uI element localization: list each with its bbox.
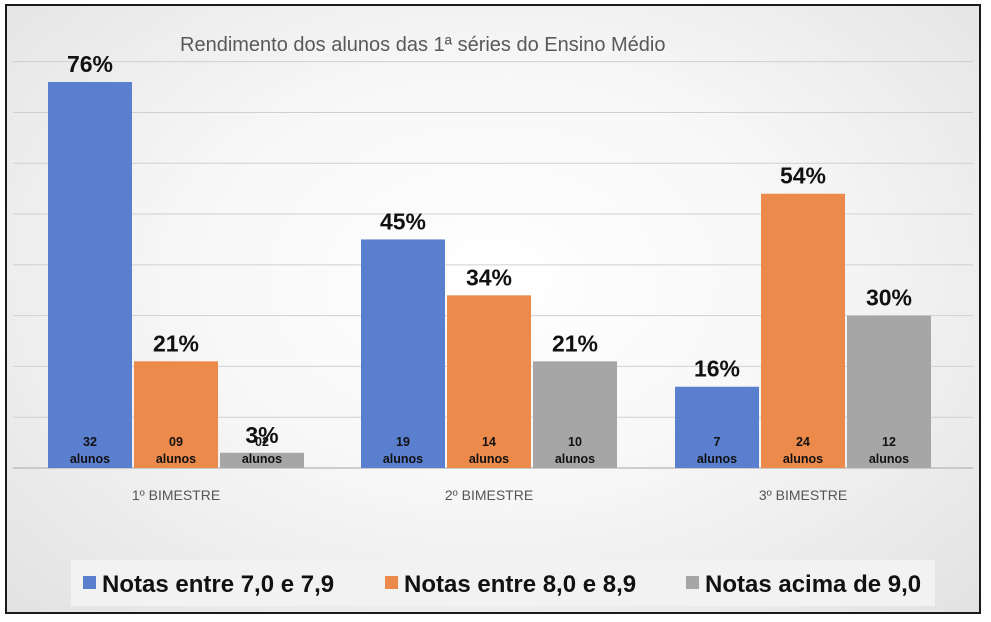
legend-entry: Notas acima de 9,0 bbox=[705, 571, 921, 598]
data-label: 34% bbox=[466, 264, 512, 290]
student-count-label: alunos bbox=[869, 452, 909, 466]
bar bbox=[361, 239, 445, 468]
legend-entry: Notas entre 7,0 e 7,9 bbox=[102, 571, 334, 598]
student-count-label: 14 bbox=[482, 435, 496, 449]
chart-title: Rendimento dos alunos das 1ª séries do E… bbox=[180, 34, 665, 56]
x-tick-label: 2º BIMESTRE bbox=[445, 487, 533, 503]
student-count-label: alunos bbox=[469, 452, 509, 466]
student-count-label: alunos bbox=[242, 452, 282, 466]
bar bbox=[675, 386, 759, 468]
bar bbox=[447, 295, 531, 468]
student-count-label: 24 bbox=[796, 435, 810, 449]
student-count-label: 12 bbox=[882, 435, 896, 449]
data-label: 45% bbox=[380, 208, 426, 234]
data-label: 3% bbox=[245, 422, 278, 448]
chart-frame: Rendimento dos alunos das 1ª séries do E… bbox=[5, 4, 981, 614]
student-count-label: 32 bbox=[83, 435, 97, 449]
data-label: 30% bbox=[866, 285, 912, 311]
legend-swatch bbox=[385, 576, 398, 589]
bar bbox=[533, 361, 617, 468]
bar-chart: Rendimento dos alunos das 1ª séries do E… bbox=[13, 34, 973, 606]
student-count-label: 09 bbox=[169, 435, 183, 449]
legend-background bbox=[71, 560, 935, 606]
student-count-label: 19 bbox=[396, 435, 410, 449]
student-count-label: alunos bbox=[555, 452, 595, 466]
student-count-label: 02 bbox=[255, 435, 269, 449]
student-count-label: alunos bbox=[697, 452, 737, 466]
x-tick-label: 3º BIMESTRE bbox=[759, 487, 847, 503]
student-count-label: alunos bbox=[783, 452, 823, 466]
student-count-label: 7 bbox=[714, 435, 721, 449]
data-label: 16% bbox=[694, 356, 740, 382]
bar bbox=[134, 361, 218, 468]
student-count-label: alunos bbox=[70, 452, 110, 466]
legend-swatch bbox=[83, 576, 96, 589]
x-tick-label: 1º BIMESTRE bbox=[132, 487, 220, 503]
bar bbox=[847, 315, 931, 468]
data-label: 76% bbox=[67, 51, 113, 77]
legend-swatch bbox=[686, 576, 699, 589]
student-count-label: 10 bbox=[568, 435, 582, 449]
legend-entry: Notas entre 8,0 e 8,9 bbox=[404, 571, 636, 598]
student-count-label: alunos bbox=[383, 452, 423, 466]
data-label: 21% bbox=[552, 330, 598, 356]
bar bbox=[220, 452, 304, 468]
bar bbox=[761, 193, 845, 468]
bar bbox=[48, 82, 132, 468]
student-count-label: alunos bbox=[156, 452, 196, 466]
data-label: 21% bbox=[153, 330, 199, 356]
data-label: 54% bbox=[780, 163, 826, 189]
